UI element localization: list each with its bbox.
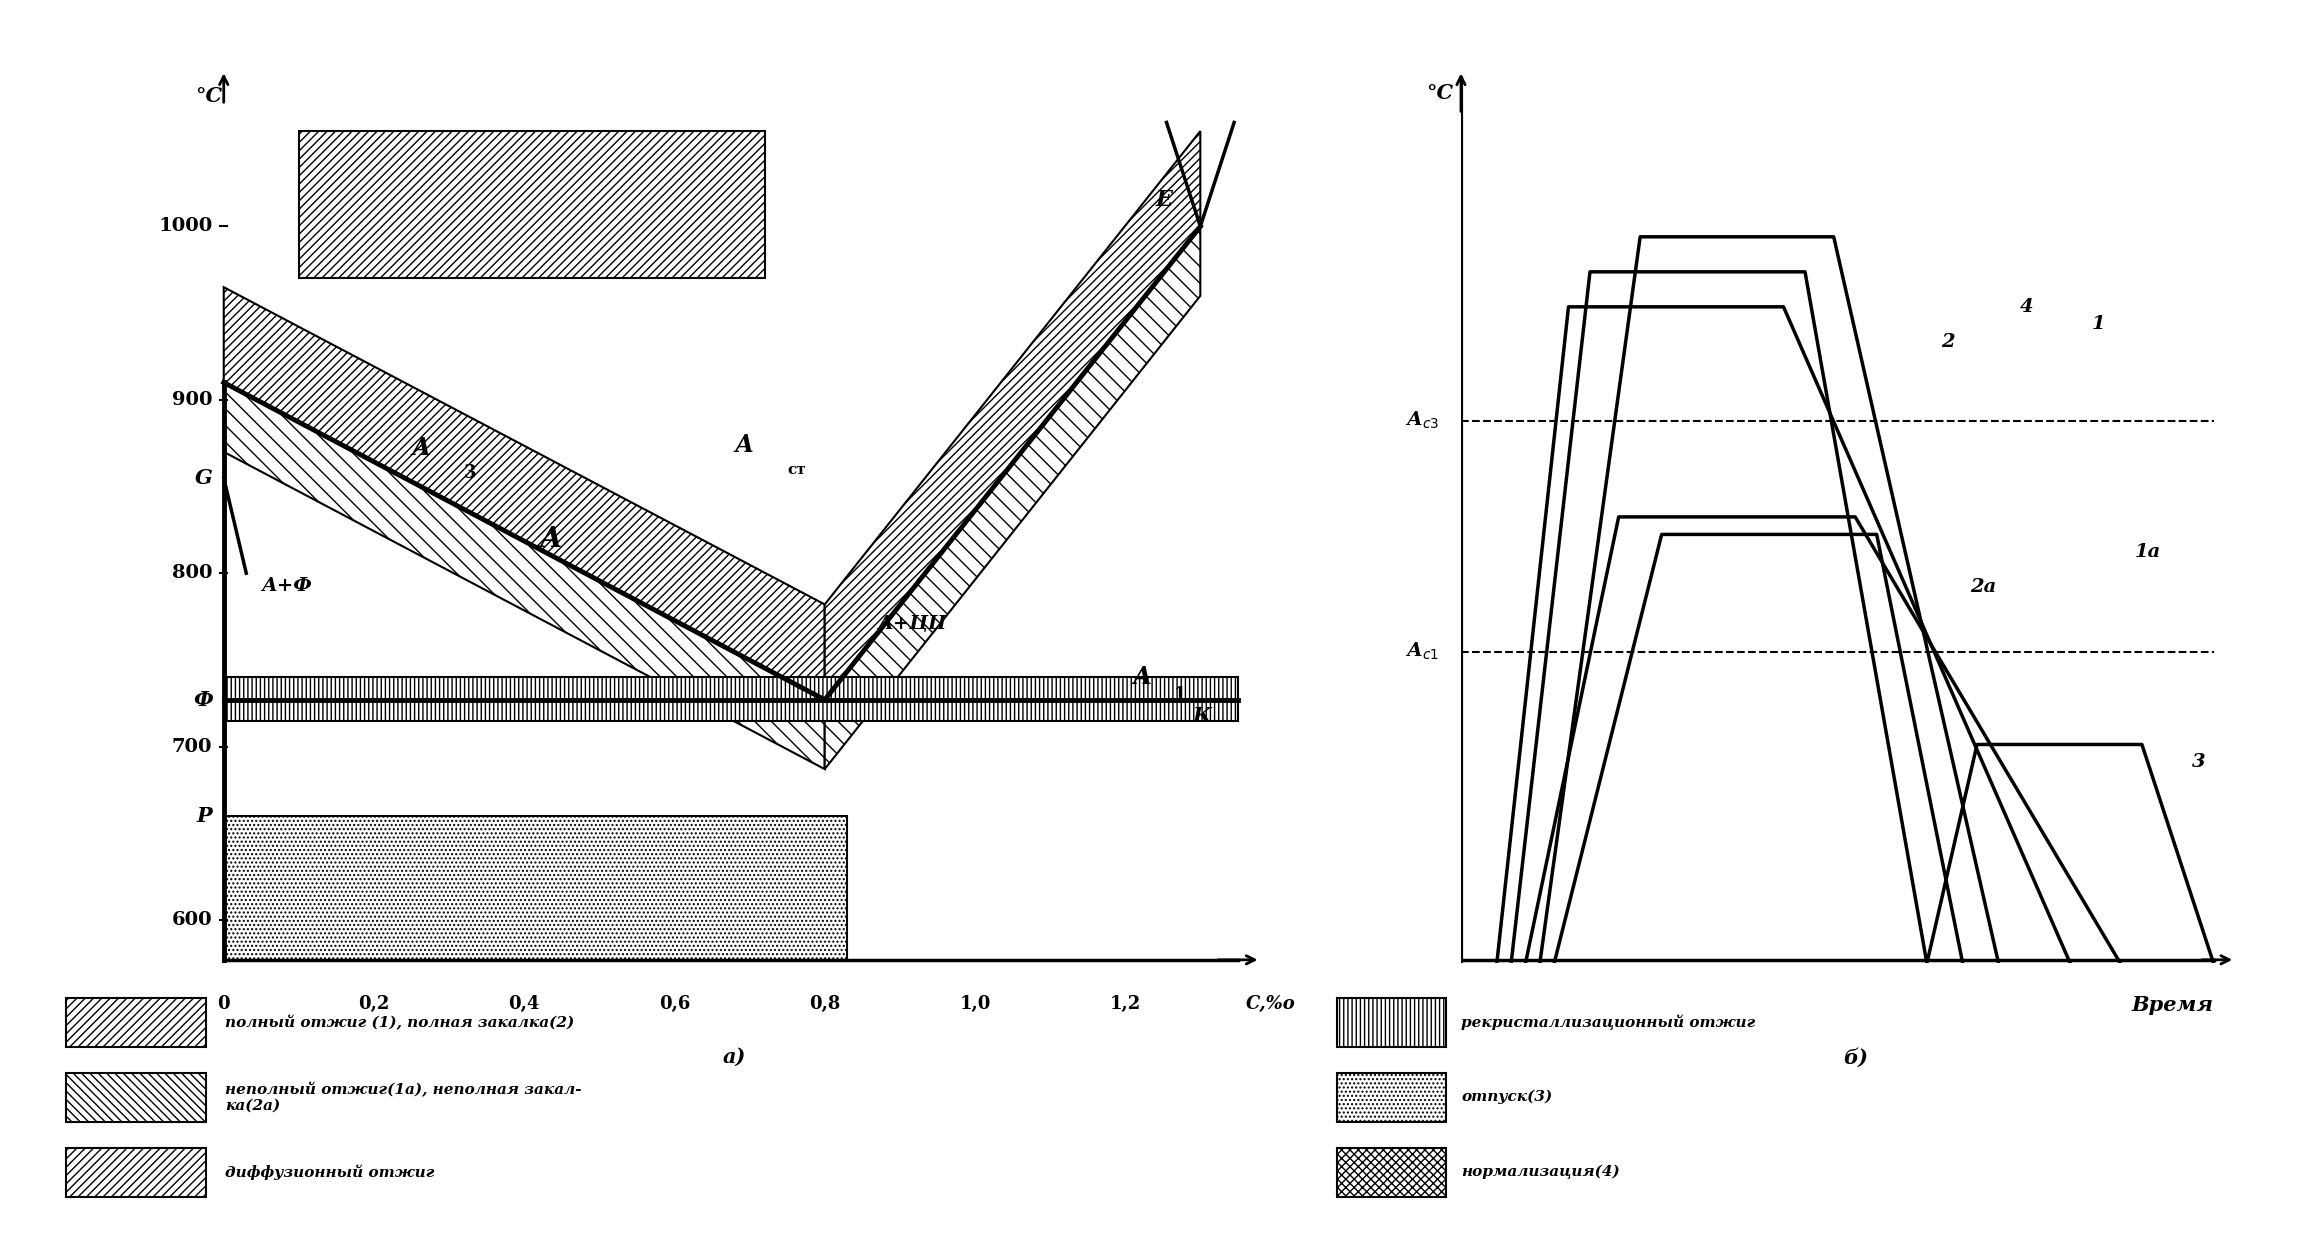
Text: 1,0: 1,0 bbox=[960, 994, 990, 1013]
Text: А+Ф: А+Ф bbox=[262, 577, 313, 594]
Text: рекристаллизационный отжиг: рекристаллизационный отжиг bbox=[1461, 1014, 1755, 1030]
Text: 2: 2 bbox=[1941, 333, 1955, 351]
Bar bbox=[1336, 998, 1447, 1047]
Bar bbox=[65, 998, 206, 1047]
Text: 0: 0 bbox=[218, 994, 230, 1013]
Text: Р: Р bbox=[197, 806, 213, 826]
Text: 0,2: 0,2 bbox=[359, 994, 390, 1013]
Text: отпуск(3): отпуск(3) bbox=[1461, 1091, 1554, 1104]
Text: нормализация(4): нормализация(4) bbox=[1461, 1165, 1621, 1179]
Text: диффузионный отжиг: диффузионный отжиг bbox=[225, 1165, 434, 1179]
Text: С,%о: С,%о bbox=[1245, 994, 1294, 1013]
Text: полный отжиг (1), полная закалка(2): полный отжиг (1), полная закалка(2) bbox=[225, 1015, 575, 1030]
Text: 0,6: 0,6 bbox=[659, 994, 691, 1013]
Text: 0,4: 0,4 bbox=[508, 994, 540, 1013]
Text: °C: °C bbox=[1426, 83, 1454, 104]
Bar bbox=[1336, 1073, 1447, 1121]
Text: 1: 1 bbox=[2092, 315, 2106, 333]
Text: 900: 900 bbox=[172, 390, 213, 409]
Text: 800: 800 bbox=[172, 564, 213, 582]
Text: б): б) bbox=[1844, 1047, 1867, 1067]
Bar bbox=[223, 677, 1238, 720]
Bar bbox=[223, 816, 846, 960]
Text: К: К bbox=[1192, 706, 1213, 726]
Text: 1,2: 1,2 bbox=[1108, 994, 1141, 1013]
Text: 600: 600 bbox=[172, 911, 213, 929]
Polygon shape bbox=[826, 131, 1201, 700]
Text: 1а: 1а bbox=[2136, 543, 2161, 561]
Text: 2а: 2а bbox=[1969, 578, 1997, 597]
Polygon shape bbox=[826, 226, 1201, 769]
Text: Е: Е bbox=[1155, 189, 1171, 211]
Text: А: А bbox=[1132, 666, 1153, 689]
Polygon shape bbox=[223, 383, 826, 769]
Bar bbox=[299, 131, 765, 278]
Text: А: А bbox=[410, 436, 431, 461]
Text: А$_{с1}$: А$_{с1}$ bbox=[1405, 641, 1440, 662]
Text: Ф: Ф bbox=[192, 690, 213, 710]
Text: 1: 1 bbox=[1173, 685, 1187, 704]
Text: А$_{с3}$: А$_{с3}$ bbox=[1405, 410, 1440, 431]
Text: А: А bbox=[735, 432, 754, 457]
Text: А: А bbox=[540, 526, 561, 553]
Text: 3: 3 bbox=[464, 464, 478, 482]
Bar bbox=[1336, 1147, 1447, 1197]
Text: А+ЦII: А+ЦII bbox=[877, 615, 946, 632]
Text: °C: °C bbox=[195, 86, 223, 106]
Text: а): а) bbox=[724, 1046, 747, 1067]
Bar bbox=[65, 1073, 206, 1121]
Text: 0,8: 0,8 bbox=[809, 994, 839, 1013]
Text: 1000: 1000 bbox=[158, 217, 213, 236]
Bar bbox=[65, 1147, 206, 1197]
Polygon shape bbox=[223, 288, 826, 700]
Text: 4: 4 bbox=[2020, 298, 2034, 316]
Text: G: G bbox=[195, 468, 213, 488]
Text: 700: 700 bbox=[172, 737, 213, 756]
Text: 3: 3 bbox=[2191, 753, 2205, 771]
Text: ст: ст bbox=[786, 463, 807, 478]
Text: неполный отжиг(1а), неполная закал-
ка(2а): неполный отжиг(1а), неполная закал- ка(2… bbox=[225, 1082, 582, 1113]
Text: Время: Время bbox=[2131, 995, 2215, 1015]
